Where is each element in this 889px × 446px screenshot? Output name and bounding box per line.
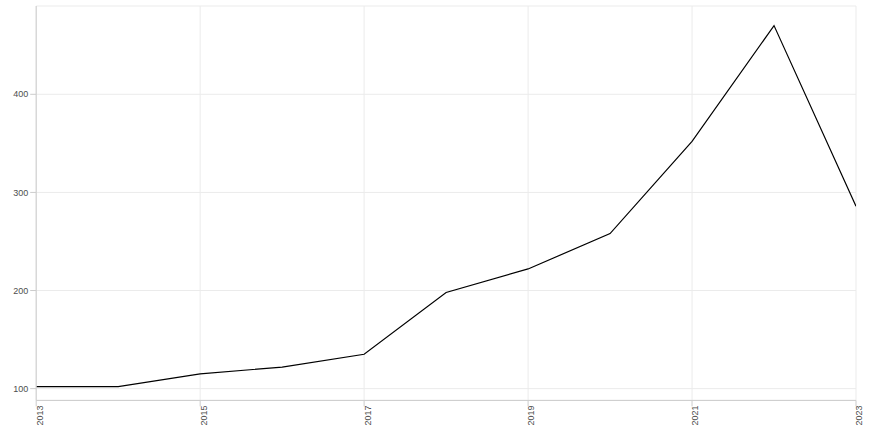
svg-text:2023: 2023 — [854, 405, 864, 425]
svg-text:2017: 2017 — [363, 405, 373, 425]
svg-text:2013: 2013 — [35, 405, 45, 425]
svg-text:2015: 2015 — [199, 405, 209, 425]
svg-text:200: 200 — [13, 286, 28, 296]
svg-text:300: 300 — [13, 188, 28, 198]
svg-text:100: 100 — [13, 384, 28, 394]
svg-text:2021: 2021 — [690, 405, 700, 425]
svg-text:2019: 2019 — [526, 405, 536, 425]
svg-text:400: 400 — [13, 89, 28, 99]
